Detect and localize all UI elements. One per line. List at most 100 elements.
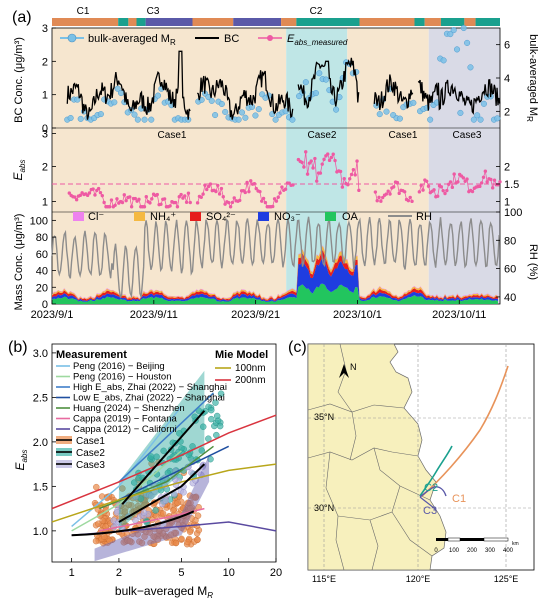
eabs-point: [93, 193, 97, 197]
bc-line-segment: [66, 50, 191, 120]
area-oa: [52, 283, 498, 304]
legend-case-label: Case2: [76, 448, 105, 459]
mr-tick-label: 4: [504, 73, 510, 85]
legend-bc: BC: [224, 33, 239, 45]
bulk-mr-point: [67, 114, 74, 122]
bulk-mr-point: [154, 92, 162, 99]
legend-so4: SO₄²⁻: [206, 211, 236, 223]
cluster-segment: [145, 18, 193, 26]
eabs-point: [98, 190, 103, 195]
eabs-point: [342, 176, 346, 181]
legend-bulk-mr-marker: [67, 33, 77, 43]
case2-point: [208, 406, 215, 414]
case2-point: [205, 435, 212, 442]
eabs-point: [481, 175, 486, 179]
eabs-point: [208, 182, 213, 186]
eabs-point: [320, 162, 324, 166]
b-y-tick-label: 1.0: [33, 526, 48, 538]
eabs-point: [115, 197, 119, 201]
case-label-1: Case1: [158, 130, 187, 141]
eabs-point: [249, 179, 253, 183]
bulk-mr-point: [141, 116, 148, 123]
cluster-label-c3: C3: [147, 6, 160, 17]
bulk-mr-point: [97, 111, 104, 118]
legend-no3-swatch: [258, 212, 269, 221]
case3-point: [148, 492, 155, 500]
line-high-e-abs-zhai-2022-shanghai: [118, 392, 215, 483]
eabs-point: [384, 192, 389, 196]
eabs-point: [490, 186, 495, 190]
bulk-mr-point: [218, 100, 225, 108]
north-arrow: N: [339, 362, 357, 378]
case-bg-3: [347, 28, 429, 304]
map-gridlines: [308, 344, 534, 570]
eabs-point: [489, 177, 493, 182]
cluster-segment: [192, 18, 234, 26]
measurement-title: Measurement: [56, 349, 127, 361]
eabs-point: [424, 179, 429, 183]
eabs-point: [377, 195, 381, 200]
eabs-point: [195, 201, 200, 205]
line-100nm: [51, 463, 277, 523]
case2-point: [130, 479, 138, 486]
case2-point: [147, 453, 155, 460]
eabs-point: [85, 193, 90, 198]
eabs-tick-label: 2: [42, 162, 48, 174]
eabs-point: [340, 185, 345, 189]
case-label-4: Case3: [453, 130, 482, 141]
cluster-segment: [128, 18, 137, 26]
panel-a-label: (a): [12, 9, 32, 26]
b-y-tick-label: 2.0: [33, 437, 48, 449]
eabs-point: [271, 204, 275, 209]
legend-bulk-mr: bulk-averaged MR: [88, 33, 176, 47]
eabs-point: [230, 200, 235, 205]
eabs-point: [421, 188, 425, 192]
legend-nh4: NH₄⁺: [150, 211, 176, 223]
eabs-point: [373, 190, 378, 194]
eabs-point: [470, 189, 475, 194]
eabs-point: [426, 184, 431, 188]
line-case1: [71, 510, 195, 537]
eabs-point: [159, 202, 163, 206]
bulk-mr-point: [148, 116, 155, 123]
eabs-point: [326, 152, 330, 156]
case-label-2: Case2: [308, 130, 337, 141]
eabs-point: [144, 195, 148, 199]
bulk-mr-point: [457, 109, 464, 116]
eabs-point: [272, 197, 277, 201]
eabs-point: [247, 189, 251, 194]
eabs-point: [133, 196, 137, 201]
scale-200: 200: [467, 548, 478, 554]
bc-line-segment: [417, 79, 501, 115]
mass-tick-label: 80: [36, 232, 48, 244]
legend-case-label: Case1: [76, 436, 105, 447]
eabs-point: [221, 195, 225, 199]
eabs-point: [155, 192, 159, 197]
eabs-point: [406, 198, 411, 203]
legend-measurement-label: Huang (2024) − Shenzhen: [73, 403, 185, 414]
scale-0: 0: [434, 548, 438, 554]
line-200nm: [51, 414, 277, 510]
eabs-point: [199, 195, 203, 199]
eabs-point: [329, 155, 334, 160]
legend-mie-label: 100nm: [235, 363, 266, 374]
eabs-point: [315, 179, 319, 183]
case1-point: [95, 520, 102, 527]
bulk-mr-point: [235, 116, 242, 123]
bulk-mr-point: [222, 108, 229, 115]
lon-label-125: 125°E: [494, 574, 519, 584]
legend-nh4-swatch: [134, 212, 145, 221]
eabs-point: [219, 186, 224, 191]
eabs-point: [168, 204, 172, 208]
ylabel-rh: RH (%): [527, 244, 539, 280]
eabs-point: [96, 186, 101, 191]
cluster-segment: [440, 18, 465, 26]
case2-point: [160, 447, 167, 455]
case1-point: [152, 512, 160, 519]
series-mass: [52, 245, 498, 304]
panel-b-lines: [51, 392, 277, 537]
area-cl: [52, 245, 498, 300]
case2-point: [200, 423, 207, 430]
eabs-point: [348, 177, 352, 181]
